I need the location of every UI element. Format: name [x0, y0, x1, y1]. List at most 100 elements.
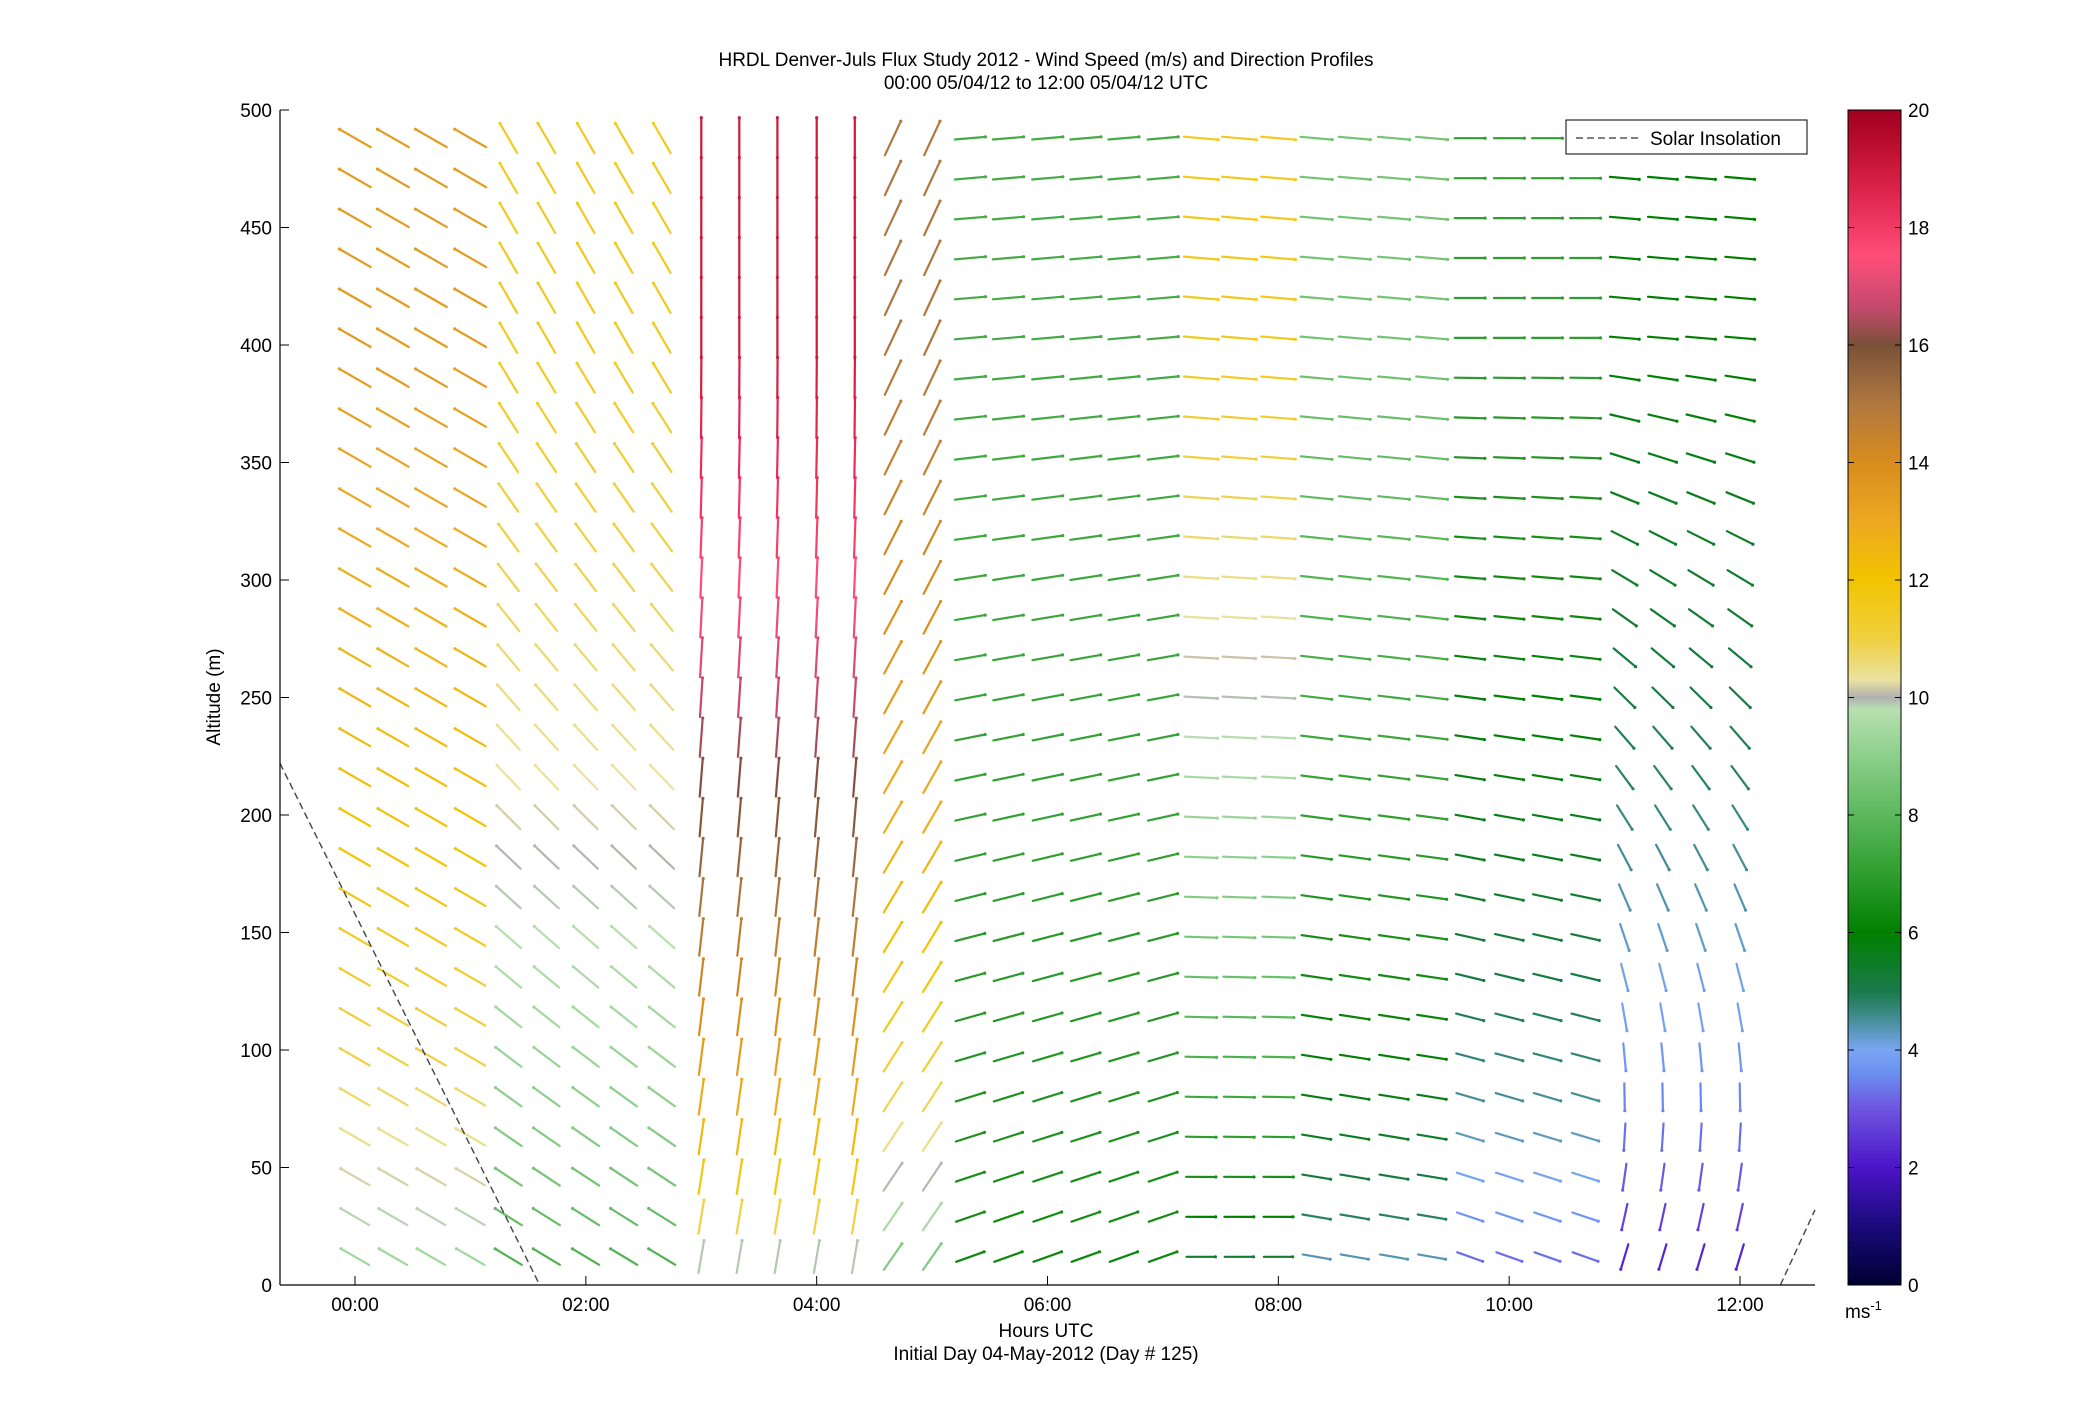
wind-barb: [613, 402, 635, 434]
wind-barb: [1147, 1250, 1179, 1263]
wind-barb-head: [376, 887, 380, 891]
wind-barb: [1147, 1171, 1179, 1183]
wind-barb-head: [777, 716, 781, 720]
wind-barb: [954, 892, 987, 903]
wind-barb: [1376, 415, 1411, 421]
wind-barb: [991, 295, 1025, 301]
wind-barb-head: [375, 167, 380, 171]
wind-barb: [1378, 1053, 1410, 1061]
wind-barb-head: [651, 161, 656, 165]
colorbar-tick-label: 16: [1908, 336, 1929, 357]
wind-barb-head: [1744, 868, 1749, 872]
wind-barb: [415, 767, 448, 788]
wind-barb-head: [816, 756, 820, 760]
wind-barb: [571, 1167, 601, 1187]
wind-barb-head: [1445, 697, 1449, 701]
wind-barb-head: [1483, 376, 1487, 380]
wind-barb-head: [1752, 378, 1757, 382]
wind-barb-head: [1136, 892, 1140, 896]
wind-barb: [1726, 569, 1754, 587]
wind-barb-head: [647, 1166, 651, 1170]
wind-barb-head: [337, 167, 341, 171]
wind-barb: [1299, 175, 1334, 181]
wind-barb-head: [939, 1121, 943, 1125]
wind-barb: [612, 563, 636, 593]
wind-barb: [1221, 575, 1257, 580]
wind-barb-head: [454, 1047, 458, 1051]
wind-barb: [813, 877, 820, 918]
wind-barb: [1657, 922, 1669, 952]
wind-barb-head: [1176, 135, 1180, 139]
wind-barb-head: [1673, 583, 1677, 587]
wind-barb: [1724, 413, 1756, 423]
wind-barb: [651, 482, 673, 513]
wind-barb: [1070, 1131, 1102, 1143]
wind-barb: [414, 327, 448, 349]
wind-barb: [1724, 255, 1756, 261]
wind-barb: [571, 1247, 601, 1266]
wind-barb-head: [817, 1118, 821, 1122]
wind-barb-head: [453, 127, 457, 131]
wind-barb-head: [1753, 257, 1757, 261]
wind-barb: [376, 447, 410, 468]
wind-barb: [1376, 335, 1411, 341]
wind-barb: [497, 563, 520, 593]
wind-barb: [536, 442, 558, 474]
wind-barb: [338, 367, 372, 388]
wind-barb: [1414, 375, 1449, 381]
wind-barb-head: [1660, 1148, 1664, 1152]
wind-barb: [1183, 495, 1219, 501]
wind-barb-head: [1743, 908, 1748, 912]
wind-barb-head: [701, 716, 705, 720]
wind-barb-head: [1445, 617, 1449, 621]
wind-barb-head: [1020, 1210, 1024, 1214]
wind-barb: [453, 128, 488, 149]
wind-barb: [610, 1005, 638, 1029]
wind-barb-head: [1061, 135, 1065, 139]
wind-barb: [1569, 575, 1602, 581]
wind-barb-head: [1254, 497, 1258, 501]
wind-barb-head: [1099, 175, 1103, 179]
wind-barb: [1696, 962, 1706, 992]
wind-barb-head: [1753, 297, 1757, 301]
wind-barb: [1260, 455, 1297, 461]
wind-barb-head: [1021, 1091, 1025, 1095]
wind-barb-head: [1481, 1219, 1485, 1223]
wind-barb: [1686, 530, 1715, 546]
wind-barb-head: [1137, 494, 1141, 498]
wind-barb-head: [1445, 377, 1450, 381]
wind-barb-head: [1444, 1017, 1448, 1021]
wind-barb: [697, 997, 705, 1037]
wind-barb-head: [900, 840, 904, 844]
wind-barb-head: [816, 716, 820, 720]
wind-barb: [415, 887, 448, 908]
wind-barb: [699, 596, 704, 639]
wind-barb: [1415, 814, 1449, 821]
wind-barb-head: [775, 116, 780, 120]
wind-barb-head: [1329, 1177, 1333, 1181]
wind-barb: [614, 122, 634, 155]
wind-barb-head: [453, 247, 457, 251]
wind-barb-head: [453, 287, 457, 291]
wind-barb-head: [778, 957, 782, 961]
wind-barb: [1660, 1122, 1665, 1152]
wind-barb-head: [1366, 1217, 1371, 1221]
wind-barb-head: [1368, 337, 1372, 341]
wind-barb-head: [1137, 335, 1141, 339]
wind-barb: [698, 676, 704, 719]
wind-barb-head: [338, 807, 342, 811]
wind-barb-head: [453, 527, 457, 531]
wind-barb-head: [1020, 1250, 1024, 1254]
wind-barb-head: [1407, 377, 1412, 381]
wind-barb: [1608, 215, 1641, 221]
wind-barb: [1069, 574, 1102, 582]
wind-barb-head: [1598, 617, 1602, 621]
wind-barb-head: [1252, 1215, 1256, 1219]
wind-barb: [1300, 694, 1333, 701]
wind-barb-head: [1407, 417, 1411, 421]
colorbar-tick-label: 6: [1908, 924, 1919, 945]
y-tick-label: 150: [240, 924, 272, 945]
wind-barb-head: [1481, 1059, 1486, 1063]
wind-barb-head: [1021, 732, 1025, 737]
wind-barb: [1221, 695, 1257, 700]
